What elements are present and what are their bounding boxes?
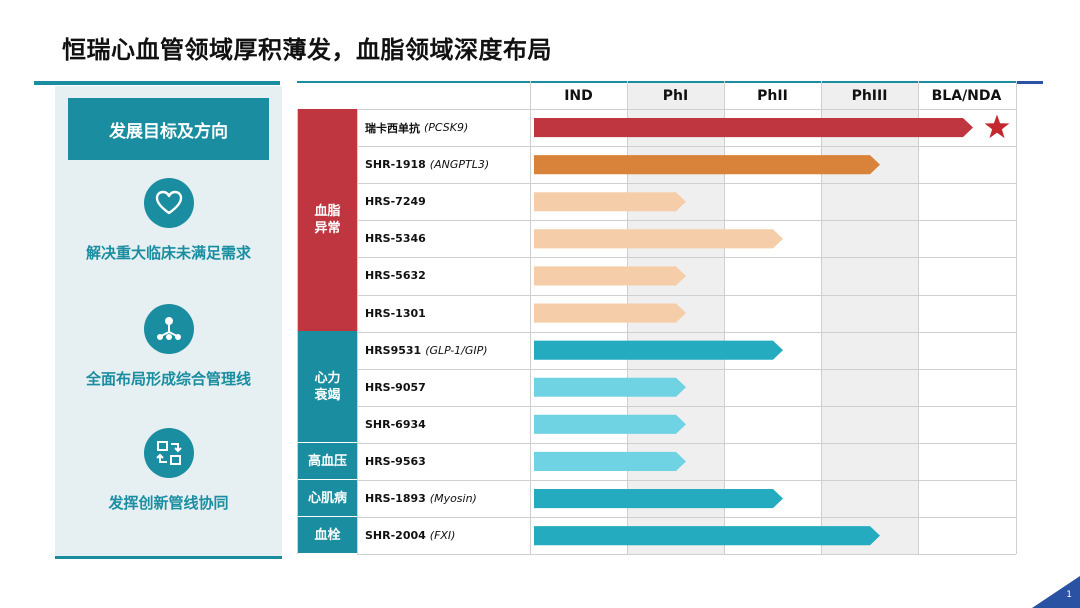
- phase-header-phi: PhI: [662, 88, 689, 104]
- drug-target: (GLP-1/GIP): [425, 343, 488, 357]
- drug-label: SHR-1918 (ANGPTL3): [365, 146, 489, 183]
- table-column-divider: [1016, 81, 1017, 554]
- drug-name: HRS-9563: [365, 454, 426, 468]
- table-row-divider: [357, 294, 1016, 296]
- sync-icon: [143, 428, 194, 478]
- network-icon: [143, 304, 194, 354]
- goal-label: 发挥创新管线协同: [108, 494, 229, 512]
- drug-name: HRS-5346: [365, 232, 426, 246]
- drug-label: 瑞卡西单抗 (PCSK9): [365, 109, 468, 146]
- drug-name: HRS-5632: [365, 269, 426, 283]
- drug-target: (FXI): [429, 529, 456, 543]
- phase-header-ind: IND: [564, 88, 593, 104]
- goals-header: 发展目标及方向: [68, 98, 269, 160]
- drug-name: HRS-1893: [365, 492, 426, 505]
- category-cardiomyopathy: 心肌病: [298, 480, 357, 516]
- drug-label: SHR-6934: [365, 406, 426, 443]
- table-row-divider: [357, 442, 1016, 444]
- progress-bar-HRS-1893: [534, 489, 783, 509]
- progress-bar-HRS-9563: [534, 451, 686, 471]
- pipeline-bars: [534, 114, 1010, 546]
- phase-header-phiii: PhIII: [851, 88, 888, 104]
- table-column-divider: [918, 81, 919, 554]
- table-column-divider: [821, 81, 822, 554]
- table-column-divider: [297, 109, 298, 554]
- table-row-divider: [357, 517, 1016, 519]
- title-underline-accent: [1016, 81, 1043, 84]
- drug-label: HRS-5632: [365, 257, 426, 294]
- progress-bar-SHR-2004: [534, 526, 880, 546]
- table-row-divider: [357, 257, 1016, 259]
- phase-header-phii: PhII: [757, 88, 788, 104]
- drug-target: (ANGPTL3): [429, 158, 490, 172]
- progress-bar-瑞卡西单抗: [534, 118, 973, 138]
- table-column-divider: [530, 81, 531, 554]
- drug-name: HRS-9057: [365, 380, 426, 394]
- drug-name: SHR-2004: [365, 529, 426, 543]
- table-row-divider: [357, 220, 1016, 222]
- title-underline: [34, 81, 280, 85]
- progress-bar-HRS-7249: [534, 192, 686, 212]
- progress-bar-HRS-1301: [534, 303, 686, 323]
- drug-name: 瑞卡西单抗: [365, 121, 420, 135]
- table-column-divider: [724, 81, 725, 554]
- category-heart-failure: 心力 衰竭: [298, 331, 357, 442]
- goal-comprehensive-pipeline: 全面布局形成综合管理线: [55, 304, 282, 389]
- drug-label: HRS9531 (GLP-1/GIP): [365, 332, 488, 369]
- progress-bar-HRS-5632: [534, 266, 686, 286]
- drug-label: HRS-7249: [365, 183, 426, 220]
- goal-unmet-needs: 解决重大临床未满足需求: [55, 178, 282, 263]
- category-thrombosis: 血栓: [298, 517, 357, 553]
- drug-name: SHR-1918: [365, 158, 426, 172]
- progress-bar-HRS9531: [534, 340, 783, 360]
- progress-bar-SHR-1918: [534, 155, 880, 175]
- table-row-divider: [357, 368, 1016, 370]
- drug-name: HRS9531: [365, 343, 422, 357]
- star-icon: [984, 114, 1010, 139]
- pipeline-table: IND PhI PhII PhIII BLA/NDA 血脂 异常 心力 衰竭 高…: [297, 81, 1017, 556]
- table-row-divider: [357, 146, 1016, 148]
- goal-label: 全面布局形成综合管理线: [85, 370, 251, 388]
- progress-bar-HRS-5346: [534, 229, 783, 249]
- drug-target: (PCSK9): [424, 121, 469, 134]
- drug-label: HRS-1301: [365, 295, 426, 332]
- table-row-divider: [357, 331, 1016, 333]
- category-dyslipidemia: 血脂 异常: [298, 109, 357, 331]
- table-row-divider: [357, 480, 1016, 481]
- table-row-divider: [357, 109, 1016, 110]
- table-column-divider: [357, 109, 358, 554]
- page-number: 1: [1066, 590, 1072, 600]
- heart-icon: [143, 178, 194, 228]
- drug-label: HRS-9057: [365, 369, 426, 406]
- progress-bar-SHR-6934: [534, 414, 686, 434]
- drug-label: HRS-5346: [365, 220, 426, 257]
- category-hypertension: 高血压: [298, 443, 357, 479]
- goals-panel: 发展目标及方向 解决重大临床未满足需求 全面布局形成综合管理线: [55, 86, 282, 559]
- table-top-border: [297, 81, 1016, 83]
- drug-name: HRS-7249: [365, 195, 426, 209]
- table-row-divider: [357, 405, 1016, 407]
- table-row-divider: [357, 183, 1016, 185]
- drug-label: HRS-9563: [365, 443, 426, 480]
- page-title: 恒瑞心血管领域厚积薄发，血脂领域深度布局: [62, 36, 552, 64]
- phase-header-bla-nda: BLA/NDA: [931, 88, 1002, 104]
- drug-name: HRS-1301: [365, 306, 426, 320]
- table-row-divider: [357, 554, 1016, 556]
- drug-target: (Myosin): [429, 492, 477, 505]
- goal-pipeline-synergy: 发挥创新管线协同: [55, 428, 282, 513]
- goal-label: 解决重大临床未满足需求: [85, 244, 251, 262]
- drug-label: HRS-1893 (Myosin): [365, 480, 477, 517]
- progress-bar-HRS-9057: [534, 377, 686, 397]
- drug-label: SHR-2004 (FXI): [365, 517, 455, 554]
- corner-decoration: [1032, 576, 1080, 608]
- drug-name: SHR-6934: [365, 417, 426, 431]
